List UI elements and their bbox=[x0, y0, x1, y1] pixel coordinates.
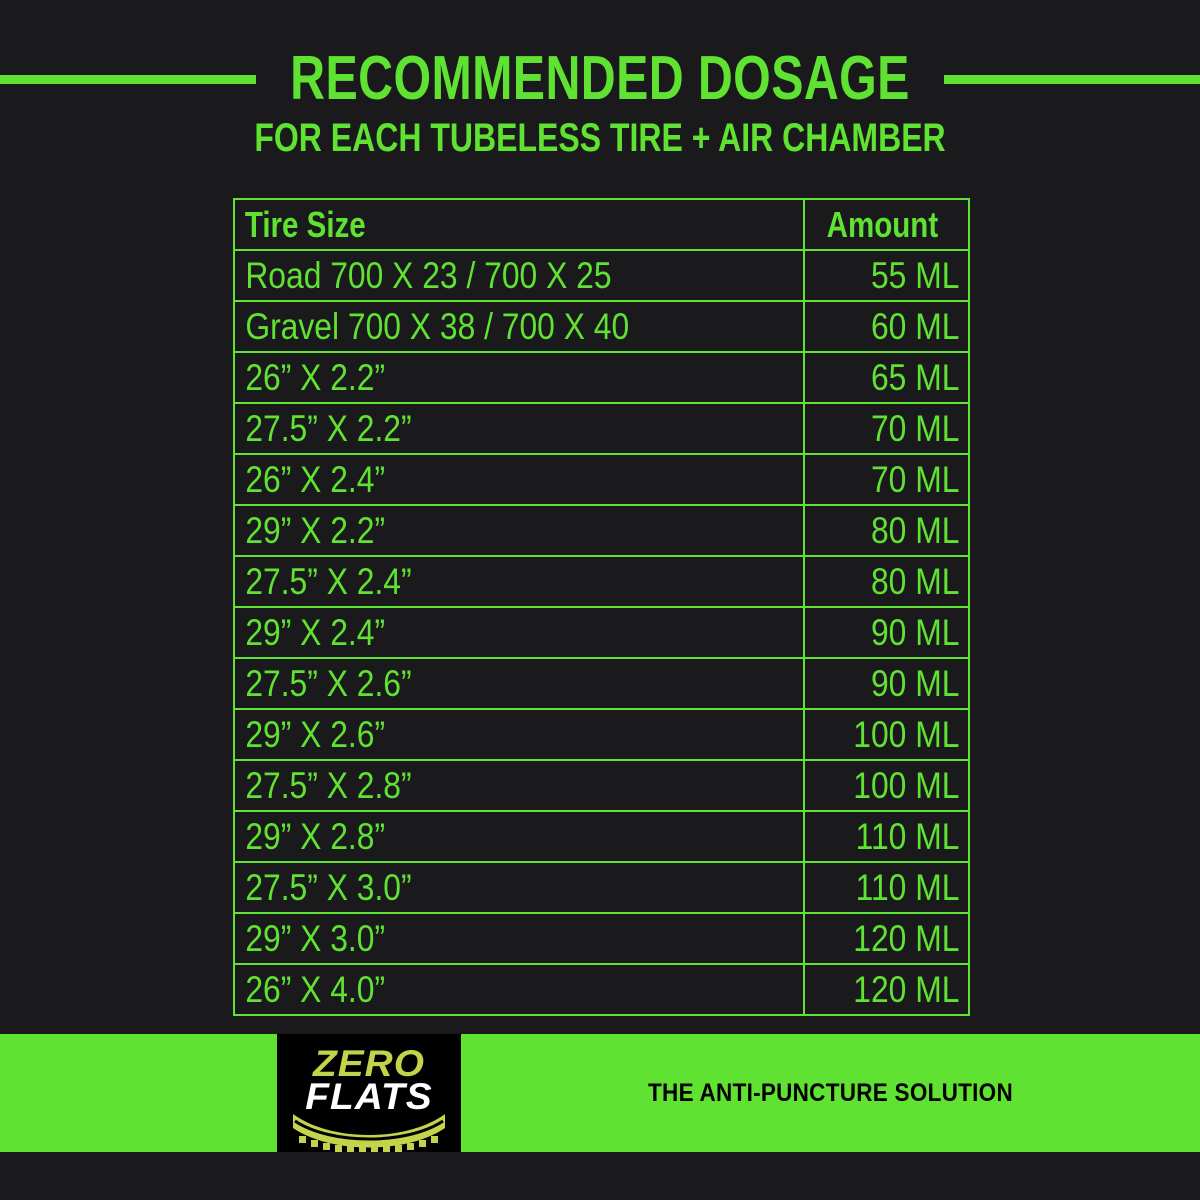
table-row: 26” X 2.2” 65 ML bbox=[233, 351, 970, 404]
cell-tire-size-label: 29” X 3.0” bbox=[245, 918, 386, 959]
cell-tire-size-label: 29” X 2.8” bbox=[245, 816, 386, 857]
cell-amount-label: 110 ML bbox=[855, 867, 960, 908]
cell-tire-size-label: 26” X 2.4” bbox=[245, 459, 386, 500]
cell-amount-label: 90 ML bbox=[870, 663, 960, 704]
cell-amount-label: 100 ML bbox=[853, 765, 960, 806]
table-row: 26” X 4.0” 120 ML bbox=[233, 963, 970, 1016]
cell-amount: 100 ML bbox=[803, 708, 970, 761]
cell-tire-size-label: 27.5” X 2.4” bbox=[245, 561, 412, 602]
cell-amount: 120 ML bbox=[803, 912, 970, 965]
table-row: 27.5” X 3.0” 110 ML bbox=[233, 861, 970, 914]
brand-logo: ZERO FLATS bbox=[277, 1034, 461, 1152]
table-row: 29” X 3.0” 120 ML bbox=[233, 912, 970, 965]
cell-amount-label: 65 ML bbox=[870, 357, 960, 398]
table-body: Road 700 X 23 / 700 X 25 55 ML Gravel 700 … bbox=[233, 249, 970, 1016]
table-row: 26” X 2.4” 70 ML bbox=[233, 453, 970, 506]
cell-tire-size: 27.5” X 3.0” bbox=[233, 861, 805, 914]
tire-tread-icon bbox=[293, 1114, 445, 1152]
cell-tire-size: 27.5” X 2.2” bbox=[233, 402, 805, 455]
cell-amount-label: 90 ML bbox=[870, 612, 960, 653]
cell-tire-size-label: 26” X 2.2” bbox=[245, 357, 386, 398]
cell-tire-size: 26” X 4.0” bbox=[233, 963, 805, 1016]
cell-tire-size: 29” X 2.2” bbox=[233, 504, 805, 557]
cell-amount: 80 ML bbox=[803, 555, 970, 608]
cell-tire-size: 29” X 2.8” bbox=[233, 810, 805, 863]
cell-tire-size-label: 27.5” X 2.6” bbox=[245, 663, 412, 704]
cell-amount: 90 ML bbox=[803, 606, 970, 659]
cell-amount: 70 ML bbox=[803, 402, 970, 455]
cell-amount: 120 ML bbox=[803, 963, 970, 1016]
brand-logo-line-zero: ZERO bbox=[312, 1043, 426, 1084]
cell-tire-size-label: 29” X 2.2” bbox=[245, 510, 386, 551]
dosage-table: Tire Size Amount Road 700 X 23 / 700 X 2… bbox=[233, 198, 970, 1016]
table-row: 29” X 2.6” 100 ML bbox=[233, 708, 970, 761]
table-row: Gravel 700 X 38 / 700 X 40 60 ML bbox=[233, 300, 970, 353]
cell-amount-label: 80 ML bbox=[870, 561, 960, 602]
cell-tire-size: 27.5” X 2.8” bbox=[233, 759, 805, 812]
table-row: 27.5” X 2.6” 90 ML bbox=[233, 657, 970, 710]
cell-tire-size: 29” X 2.6” bbox=[233, 708, 805, 761]
table-row: 29” X 2.4” 90 ML bbox=[233, 606, 970, 659]
header-rule-left bbox=[0, 75, 256, 84]
cell-amount-label: 120 ML bbox=[853, 918, 960, 959]
cell-tire-size-label: 29” X 2.6” bbox=[245, 714, 386, 755]
cell-tire-size: Road 700 X 23 / 700 X 25 bbox=[233, 249, 805, 302]
footer-tagline: THE ANTI-PUNCTURE SOLUTION bbox=[648, 1078, 1013, 1107]
table-row: 29” X 2.2” 80 ML bbox=[233, 504, 970, 557]
cell-tire-size-label: 26” X 4.0” bbox=[245, 969, 386, 1010]
cell-amount: 100 ML bbox=[803, 759, 970, 812]
cell-tire-size-label: Gravel 700 X 38 / 700 X 40 bbox=[245, 306, 630, 347]
cell-amount: 65 ML bbox=[803, 351, 970, 404]
table-head: Tire Size Amount bbox=[233, 198, 970, 251]
page-header: RECOMMENDED DOSAGE FOR EACH TUBELESS TIR… bbox=[0, 0, 1200, 180]
cell-amount-label: 70 ML bbox=[870, 459, 960, 500]
cell-tire-size-label: Road 700 X 23 / 700 X 25 bbox=[245, 255, 612, 296]
table-header-row: Tire Size Amount bbox=[233, 198, 970, 251]
cell-tire-size: 27.5” X 2.6” bbox=[233, 657, 805, 710]
table-row: 27.5” X 2.2” 70 ML bbox=[233, 402, 970, 455]
cell-amount-label: 110 ML bbox=[855, 816, 960, 857]
column-header-tire-size: Tire Size bbox=[233, 198, 805, 251]
cell-tire-size-label: 27.5” X 2.2” bbox=[245, 408, 412, 449]
cell-tire-size-label: 27.5” X 2.8” bbox=[245, 765, 412, 806]
header-rule-right bbox=[944, 75, 1200, 84]
cell-tire-size: Gravel 700 X 38 / 700 X 40 bbox=[233, 300, 805, 353]
brand-logo-line-flats: FLATS bbox=[305, 1076, 433, 1117]
cell-tire-size-label: 29” X 2.4” bbox=[245, 612, 386, 653]
column-header-tire-size-label: Tire Size bbox=[244, 203, 366, 245]
table-row: 27.5” X 2.8” 100 ML bbox=[233, 759, 970, 812]
cell-amount: 90 ML bbox=[803, 657, 970, 710]
cell-amount: 110 ML bbox=[803, 810, 970, 863]
cell-amount-label: 80 ML bbox=[870, 510, 960, 551]
cell-amount-label: 55 ML bbox=[870, 255, 960, 296]
cell-tire-size: 29” X 3.0” bbox=[233, 912, 805, 965]
cell-amount-label: 120 ML bbox=[853, 969, 960, 1010]
cell-tire-size-label: 27.5” X 3.0” bbox=[245, 867, 412, 908]
cell-tire-size: 26” X 2.2” bbox=[233, 351, 805, 404]
cell-amount: 55 ML bbox=[803, 249, 970, 302]
page-title: RECOMMENDED DOSAGE bbox=[290, 44, 910, 113]
cell-amount-label: 100 ML bbox=[853, 714, 960, 755]
page-subtitle: FOR EACH TUBELESS TIRE + AIR CHAMBER bbox=[254, 116, 946, 160]
table-row: 29” X 2.8” 110 ML bbox=[233, 810, 970, 863]
column-header-amount-label: Amount bbox=[826, 203, 939, 245]
cell-amount: 110 ML bbox=[803, 861, 970, 914]
cell-tire-size: 26” X 2.4” bbox=[233, 453, 805, 506]
cell-amount: 60 ML bbox=[803, 300, 970, 353]
cell-amount: 80 ML bbox=[803, 504, 970, 557]
cell-tire-size: 29” X 2.4” bbox=[233, 606, 805, 659]
cell-amount-label: 70 ML bbox=[870, 408, 960, 449]
cell-amount-label: 60 ML bbox=[870, 306, 960, 347]
cell-amount: 70 ML bbox=[803, 453, 970, 506]
column-header-amount: Amount bbox=[803, 198, 970, 251]
page-footer: ZERO FLATS THE ANTI-PUNCTURE SOLUTION bbox=[0, 1034, 1200, 1152]
table-row: Road 700 X 23 / 700 X 25 55 ML bbox=[233, 249, 970, 302]
dosage-table-container: Tire Size Amount Road 700 X 23 / 700 X 2… bbox=[233, 198, 970, 1016]
table-row: 27.5” X 2.4” 80 ML bbox=[233, 555, 970, 608]
cell-tire-size: 27.5” X 2.4” bbox=[233, 555, 805, 608]
